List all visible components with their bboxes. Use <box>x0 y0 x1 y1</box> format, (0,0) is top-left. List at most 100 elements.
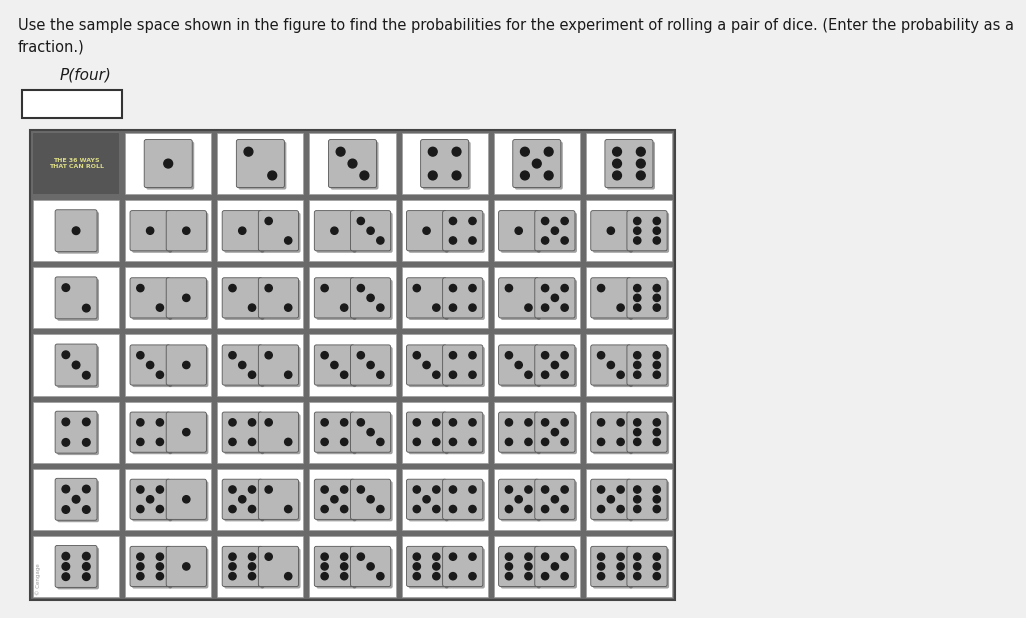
Bar <box>586 402 672 463</box>
Circle shape <box>239 362 246 368</box>
Circle shape <box>321 284 328 292</box>
Bar <box>494 402 580 463</box>
Circle shape <box>357 486 364 493</box>
Circle shape <box>229 573 236 580</box>
Circle shape <box>248 304 255 311</box>
Circle shape <box>449 553 457 561</box>
FancyBboxPatch shape <box>499 277 539 318</box>
FancyBboxPatch shape <box>259 546 299 586</box>
FancyBboxPatch shape <box>353 548 393 588</box>
Circle shape <box>248 506 255 513</box>
FancyBboxPatch shape <box>166 345 206 385</box>
Circle shape <box>357 352 364 359</box>
FancyBboxPatch shape <box>629 548 669 588</box>
FancyBboxPatch shape <box>406 546 446 586</box>
Circle shape <box>506 506 513 513</box>
FancyBboxPatch shape <box>421 140 469 188</box>
Circle shape <box>634 563 641 570</box>
Circle shape <box>433 304 440 311</box>
FancyBboxPatch shape <box>535 345 575 385</box>
FancyBboxPatch shape <box>442 412 483 452</box>
FancyBboxPatch shape <box>353 414 393 454</box>
Circle shape <box>506 438 513 446</box>
Circle shape <box>156 419 163 426</box>
FancyBboxPatch shape <box>314 412 355 452</box>
Circle shape <box>634 227 641 234</box>
FancyBboxPatch shape <box>629 280 669 320</box>
Circle shape <box>183 563 190 570</box>
FancyBboxPatch shape <box>316 414 356 454</box>
Circle shape <box>597 573 604 580</box>
Circle shape <box>551 294 558 302</box>
Bar <box>494 200 580 261</box>
Circle shape <box>469 237 476 244</box>
FancyBboxPatch shape <box>593 213 633 253</box>
Bar <box>310 536 396 597</box>
FancyBboxPatch shape <box>444 548 485 588</box>
Circle shape <box>452 171 461 180</box>
FancyBboxPatch shape <box>353 213 393 253</box>
FancyBboxPatch shape <box>57 346 100 388</box>
Bar <box>401 133 487 194</box>
Circle shape <box>164 159 172 168</box>
FancyBboxPatch shape <box>236 140 284 188</box>
Circle shape <box>561 573 568 580</box>
FancyBboxPatch shape <box>223 546 263 586</box>
Circle shape <box>506 486 513 493</box>
FancyBboxPatch shape <box>259 345 299 385</box>
Circle shape <box>469 553 476 561</box>
FancyBboxPatch shape <box>591 412 631 452</box>
Circle shape <box>321 553 328 561</box>
FancyBboxPatch shape <box>261 481 301 522</box>
FancyBboxPatch shape <box>130 345 170 385</box>
Circle shape <box>156 371 163 378</box>
Circle shape <box>449 506 457 513</box>
Circle shape <box>542 352 549 359</box>
Circle shape <box>551 563 558 570</box>
Circle shape <box>634 284 641 292</box>
FancyBboxPatch shape <box>607 142 655 190</box>
FancyBboxPatch shape <box>593 280 633 320</box>
Circle shape <box>136 352 144 359</box>
Circle shape <box>284 304 291 311</box>
Circle shape <box>449 237 457 244</box>
Bar <box>401 268 487 328</box>
FancyBboxPatch shape <box>351 546 391 586</box>
FancyBboxPatch shape <box>261 213 301 253</box>
FancyBboxPatch shape <box>314 277 355 318</box>
Circle shape <box>413 419 421 426</box>
FancyBboxPatch shape <box>132 213 172 253</box>
Bar <box>33 268 119 328</box>
Circle shape <box>284 506 291 513</box>
Circle shape <box>515 227 522 234</box>
Bar <box>494 536 580 597</box>
Circle shape <box>525 563 532 570</box>
Circle shape <box>542 304 549 311</box>
Circle shape <box>136 573 144 580</box>
Circle shape <box>433 573 440 580</box>
Circle shape <box>82 304 90 312</box>
Circle shape <box>367 496 374 503</box>
FancyBboxPatch shape <box>423 142 471 190</box>
Circle shape <box>413 284 421 292</box>
Circle shape <box>561 506 568 513</box>
FancyBboxPatch shape <box>132 280 172 320</box>
FancyBboxPatch shape <box>55 546 97 587</box>
FancyBboxPatch shape <box>591 546 631 586</box>
FancyBboxPatch shape <box>314 345 355 385</box>
FancyBboxPatch shape <box>223 479 263 519</box>
Circle shape <box>62 573 70 580</box>
FancyBboxPatch shape <box>224 280 265 320</box>
Bar <box>401 536 487 597</box>
Circle shape <box>136 506 144 513</box>
Circle shape <box>654 294 661 302</box>
Bar <box>218 200 304 261</box>
FancyBboxPatch shape <box>166 412 206 452</box>
FancyBboxPatch shape <box>537 213 577 253</box>
Circle shape <box>597 352 604 359</box>
Circle shape <box>542 438 549 446</box>
FancyBboxPatch shape <box>513 140 561 188</box>
Circle shape <box>367 362 374 368</box>
Circle shape <box>654 237 661 244</box>
FancyBboxPatch shape <box>224 548 265 588</box>
